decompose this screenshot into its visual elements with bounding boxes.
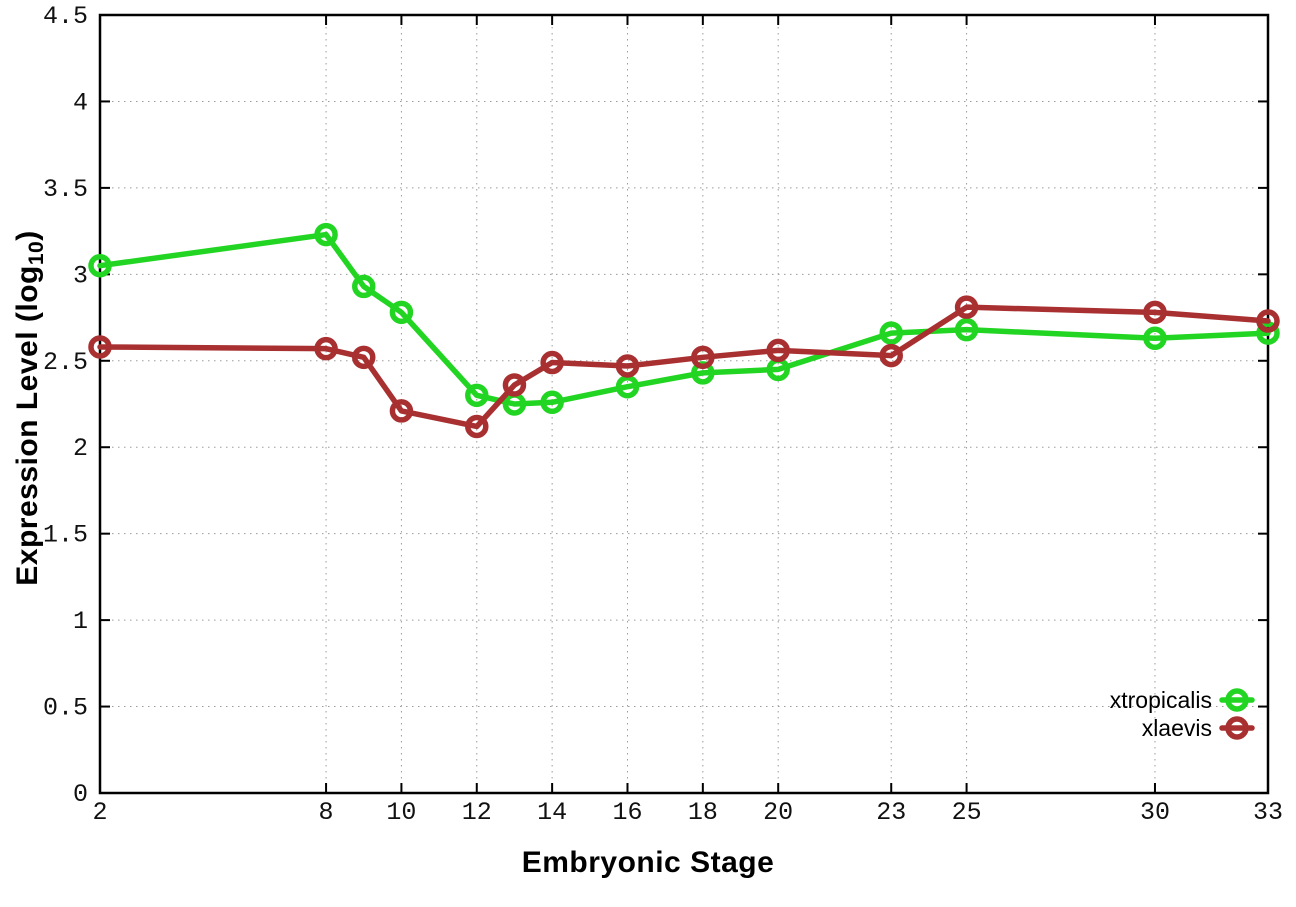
x-tick-label: 8 — [319, 798, 334, 827]
y-tick-label: 1.5 — [43, 521, 88, 550]
marker-xlaevis — [88, 335, 112, 359]
marker-xtropicalis — [465, 383, 489, 408]
plot-border — [98, 13, 1270, 795]
x-tick-label: 30 — [1140, 798, 1170, 827]
y-tick-label: 4.5 — [43, 2, 88, 31]
marker-xlaevis — [615, 354, 640, 378]
x-tick-label: 12 — [462, 798, 492, 827]
y-tick-label: 3 — [73, 261, 88, 290]
marker-xlaevis — [351, 345, 376, 370]
marker-xlaevis — [766, 338, 790, 363]
series-line-xlaevis — [97, 304, 1271, 430]
x-tick-label: 16 — [612, 798, 642, 827]
y-tick-label: 4 — [73, 88, 88, 117]
legend-label-xtropicalis: xtropicalis — [1110, 687, 1212, 713]
marker-xlaevis — [879, 343, 903, 368]
marker-xlaevis — [389, 399, 414, 423]
marker-xlaevis — [691, 345, 715, 370]
x-tick-label: 25 — [952, 798, 982, 827]
y-tick-label: 2 — [73, 434, 88, 463]
x-tick-label: 23 — [876, 798, 906, 827]
x-tick-label: 18 — [688, 798, 718, 827]
x-tick-label: 14 — [537, 798, 567, 827]
y-axis-title-subscript: 10 — [25, 240, 48, 266]
x-tick-label: 33 — [1253, 798, 1283, 827]
marker-xtropicalis — [1256, 321, 1280, 345]
y-axis-title-close: ) — [11, 230, 44, 241]
marker-xlaevis — [540, 350, 564, 375]
legend-marker-xtropicalis — [1225, 688, 1249, 712]
y-axis-title-main: Expression Level (log — [11, 265, 44, 586]
series-line-xtropicalis — [97, 231, 1271, 407]
y-axis-title: Expression Level (log10) — [11, 230, 49, 585]
x-axis-title: Embryonic Stage — [521, 846, 775, 879]
marker-xtropicalis — [88, 253, 112, 278]
marker-xtropicalis — [389, 300, 414, 325]
marker-xlaevis — [465, 414, 489, 439]
y-tick-label: 0 — [73, 780, 88, 809]
x-tick-label: 20 — [763, 798, 793, 827]
marker-xtropicalis — [351, 274, 376, 299]
marker-xtropicalis — [954, 317, 979, 342]
y-tick-label: 3.5 — [43, 175, 88, 204]
marker-xlaevis — [954, 295, 979, 319]
marker-xtropicalis — [314, 222, 338, 247]
marker-xlaevis — [1256, 309, 1280, 333]
marker-xlaevis — [502, 373, 527, 397]
y-tick-label: 1 — [73, 607, 88, 636]
x-tick-label: 2 — [92, 798, 107, 827]
legend-marker-xlaevis — [1225, 716, 1249, 740]
marker-xtropicalis — [879, 321, 903, 345]
marker-xlaevis — [314, 336, 338, 361]
y-tick-label: 0.5 — [43, 694, 88, 723]
marker-xtropicalis — [1143, 326, 1167, 351]
marker-xlaevis — [1143, 300, 1167, 325]
marker-xtropicalis — [540, 390, 564, 415]
x-tick-label: 10 — [386, 798, 416, 827]
y-tick-label: 2.5 — [43, 348, 88, 377]
legend-label-xlaevis: xlaevis — [1142, 715, 1212, 741]
